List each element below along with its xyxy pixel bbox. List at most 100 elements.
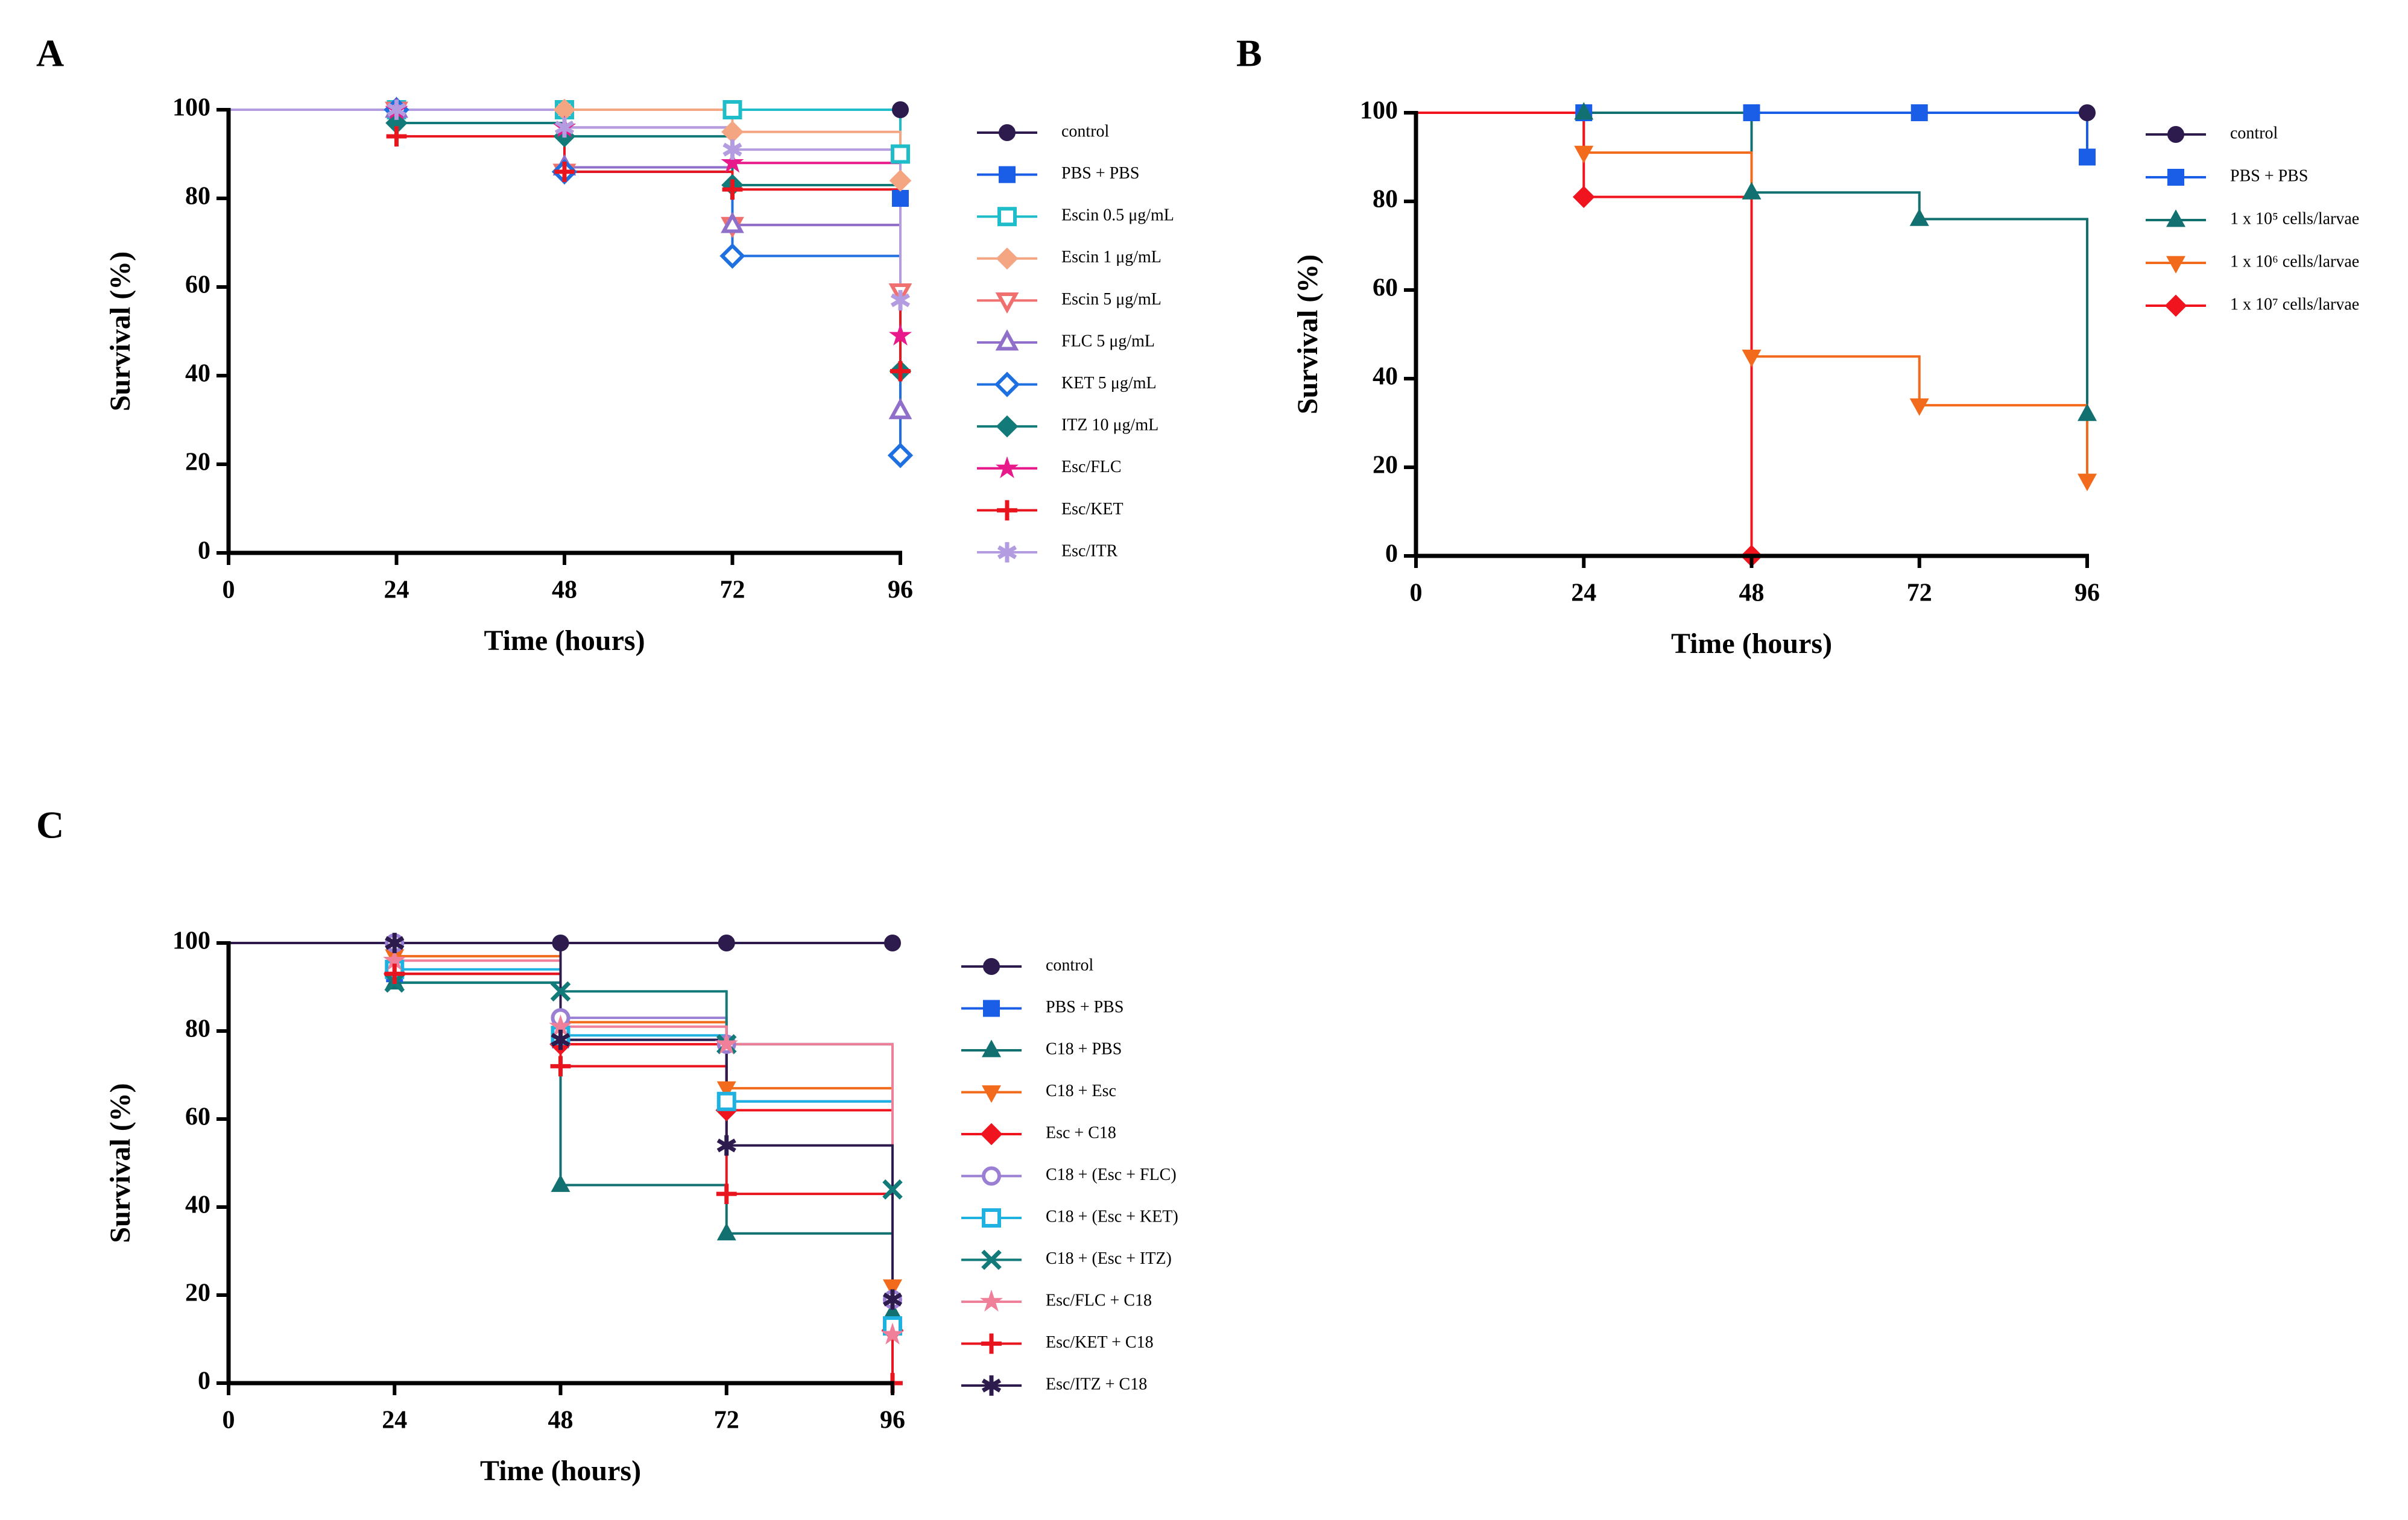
legend-label: KET 5 μg/mL <box>1061 374 1157 393</box>
legend-marker <box>2166 209 2185 227</box>
y-tick-label: 40 <box>185 1191 210 1219</box>
y-tick-label: 20 <box>1373 452 1398 479</box>
legend-label: 1 x 10⁵ cells/larvae <box>2230 209 2359 228</box>
data-point <box>1574 145 1594 163</box>
survival-line <box>1416 112 2088 414</box>
data-point <box>884 935 901 951</box>
data-point <box>386 126 407 147</box>
panel-label: B <box>1236 32 1262 75</box>
data-point <box>550 981 571 1002</box>
legend-marker <box>996 415 1019 438</box>
legend-marker <box>2166 256 2185 274</box>
legend-label: Esc/KET + C18 <box>1046 1333 1154 1352</box>
data-point <box>554 162 575 182</box>
legend-marker <box>995 456 1019 479</box>
x-tick-label: 0 <box>223 1407 235 1434</box>
data-point <box>716 1091 736 1111</box>
legend-label: PBS + PBS <box>1061 164 1139 183</box>
data-point <box>550 1056 571 1077</box>
x-tick-label: 48 <box>552 576 577 604</box>
data-point <box>721 151 744 173</box>
y-tick-label: 0 <box>198 537 210 565</box>
legend-label: Escin 1 μg/mL <box>1061 248 1161 266</box>
x-tick-label: 96 <box>888 576 913 604</box>
legend-marker <box>999 124 1016 141</box>
data-point <box>1572 186 1595 208</box>
y-tick-label: 100 <box>1360 97 1398 125</box>
data-point <box>719 243 745 269</box>
data-point <box>1742 349 1762 367</box>
y-axis-title: Survival (%) <box>1292 254 1324 414</box>
legend-label: C18 + PBS <box>1046 1039 1122 1058</box>
legend-marker <box>982 1166 1001 1186</box>
data-point <box>1742 181 1762 200</box>
y-tick-label: 0 <box>198 1367 210 1395</box>
data-point <box>889 169 912 192</box>
data-point <box>890 361 911 382</box>
data-point <box>1910 104 1928 121</box>
legend-marker <box>2164 294 2187 317</box>
data-point <box>2078 473 2097 491</box>
data-point <box>551 1174 570 1192</box>
data-point <box>891 144 910 164</box>
legend-marker <box>999 166 1016 183</box>
y-tick-label: 80 <box>185 183 210 210</box>
legend-label: Esc/FLC + C18 <box>1046 1291 1152 1310</box>
legend-marker <box>995 329 1019 351</box>
x-tick-label: 96 <box>2075 579 2100 607</box>
legend-marker <box>982 1039 1001 1058</box>
x-tick-label: 0 <box>1410 579 1423 607</box>
data-point <box>722 100 742 119</box>
survival-line <box>229 109 902 301</box>
data-point <box>384 963 405 984</box>
x-tick-label: 0 <box>223 576 235 604</box>
legend-label: Esc/FLC <box>1061 458 1122 476</box>
data-point <box>716 1223 736 1241</box>
panel: B 0 20 40 60 80 100 0 24 48 72 96 Time (hours) Surviv… <box>1236 32 2359 660</box>
data-point <box>1909 208 1929 226</box>
panel: A 0 20 40 60 80 100 0 24 48 72 96 Time (hours) Surviv… <box>36 32 1174 657</box>
data-point <box>880 1322 905 1345</box>
data-point <box>2078 403 2097 421</box>
x-axis-title: Time (hours) <box>484 625 645 657</box>
y-tick-label: 60 <box>185 1103 210 1131</box>
data-point <box>2079 104 2096 121</box>
data-point <box>716 1135 736 1156</box>
y-tick-label: 100 <box>172 94 210 122</box>
legend-marker <box>982 1208 1001 1228</box>
legend-marker <box>2167 169 2184 186</box>
legend-marker <box>982 1085 1001 1103</box>
data-point <box>551 1029 570 1050</box>
y-tick-label: 100 <box>172 927 210 955</box>
data-point <box>1743 104 1760 121</box>
x-tick-label: 24 <box>1571 579 1596 607</box>
data-point <box>716 1081 736 1099</box>
legend-marker <box>981 1375 1002 1396</box>
panel: C 0 20 40 60 80 100 0 24 48 72 96 Time (hours) Surviv… <box>36 804 1178 1487</box>
legend-label: C18 + (Esc + FLC) <box>1046 1165 1177 1184</box>
y-tick-label: 60 <box>1373 274 1398 302</box>
legend-marker <box>2167 126 2184 143</box>
legend-marker <box>979 1289 1003 1312</box>
legend-label: Esc/ITZ + C18 <box>1046 1375 1147 1393</box>
legend-label: 1 x 10⁷ cells/larvae <box>2230 295 2359 314</box>
panel-label: A <box>36 32 64 75</box>
legend-label: PBS + PBS <box>2230 166 2308 185</box>
legend-marker <box>996 247 1019 270</box>
legend-marker <box>981 1333 1002 1354</box>
legend-label: control <box>1046 956 1094 974</box>
legend-label: FLC 5 μg/mL <box>1061 332 1155 350</box>
y-axis-title: Survival (%) <box>104 251 136 411</box>
data-point <box>552 935 569 951</box>
x-tick-label: 72 <box>1907 579 1932 607</box>
legend-label: C18 + (Esc + KET) <box>1046 1207 1178 1226</box>
legend-label: Escin 5 μg/mL <box>1061 290 1161 309</box>
y-tick-label: 0 <box>1385 540 1398 568</box>
data-point <box>718 935 735 951</box>
legend-label: C18 + Esc <box>1046 1082 1116 1100</box>
x-tick-label: 48 <box>548 1407 574 1434</box>
legend-label: control <box>2230 124 2278 142</box>
x-axis-title: Time (hours) <box>1671 628 1832 660</box>
